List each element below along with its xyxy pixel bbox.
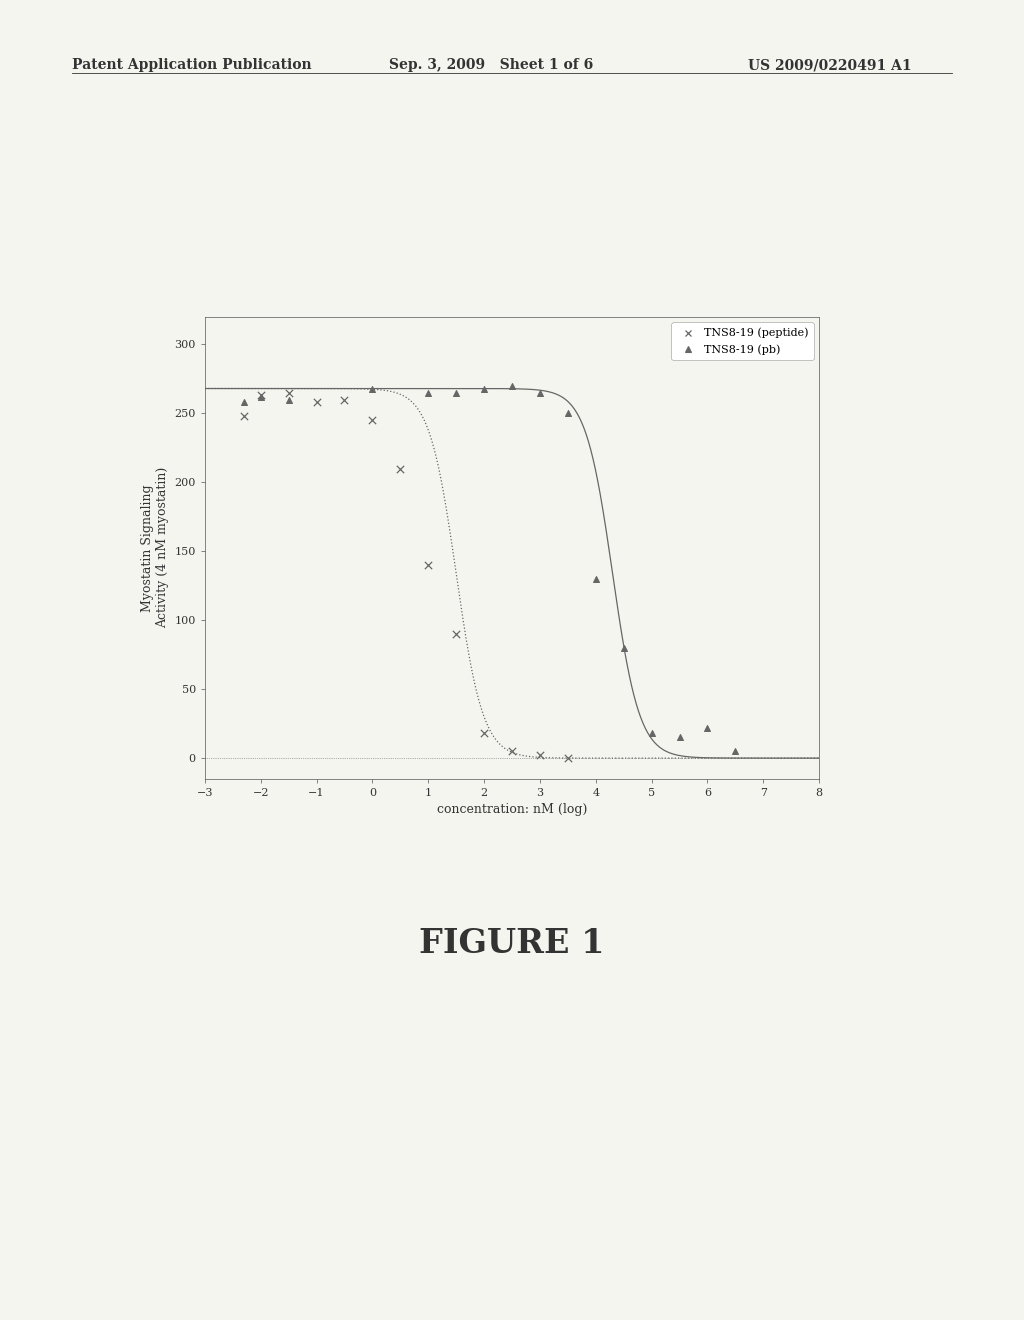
Point <box>531 381 548 403</box>
Text: Patent Application Publication: Patent Application Publication <box>72 58 311 73</box>
Point <box>281 389 297 411</box>
Point <box>281 381 297 403</box>
Point <box>643 723 659 744</box>
Point <box>392 458 409 479</box>
Point <box>447 381 464 403</box>
Point <box>476 378 493 399</box>
Point <box>504 741 520 762</box>
Point <box>336 389 352 411</box>
Point <box>365 378 381 399</box>
Text: FIGURE 1: FIGURE 1 <box>419 927 605 961</box>
Point <box>615 638 632 659</box>
Point <box>699 717 716 738</box>
Point <box>476 723 493 744</box>
X-axis label: concentration: nM (log): concentration: nM (log) <box>437 804 587 816</box>
Text: US 2009/0220491 A1: US 2009/0220491 A1 <box>748 58 911 73</box>
Point <box>236 392 252 413</box>
Point <box>588 569 604 590</box>
Point <box>236 405 252 426</box>
Point <box>727 741 743 762</box>
Point <box>447 623 464 644</box>
Y-axis label: Myostatin Signaling
Activity (4 nM myostatin): Myostatin Signaling Activity (4 nM myost… <box>141 467 169 628</box>
Point <box>560 747 577 768</box>
Point <box>253 385 269 407</box>
Point <box>308 392 325 413</box>
Point <box>672 727 688 748</box>
Point <box>504 375 520 396</box>
Point <box>365 409 381 430</box>
Point <box>560 403 577 424</box>
Point <box>253 387 269 408</box>
Point <box>420 554 436 576</box>
Text: Sep. 3, 2009   Sheet 1 of 6: Sep. 3, 2009 Sheet 1 of 6 <box>389 58 593 73</box>
Point <box>420 381 436 403</box>
Point <box>531 744 548 766</box>
Legend: TNS8-19 (peptide), TNS8-19 (pb): TNS8-19 (peptide), TNS8-19 (pb) <box>672 322 814 360</box>
